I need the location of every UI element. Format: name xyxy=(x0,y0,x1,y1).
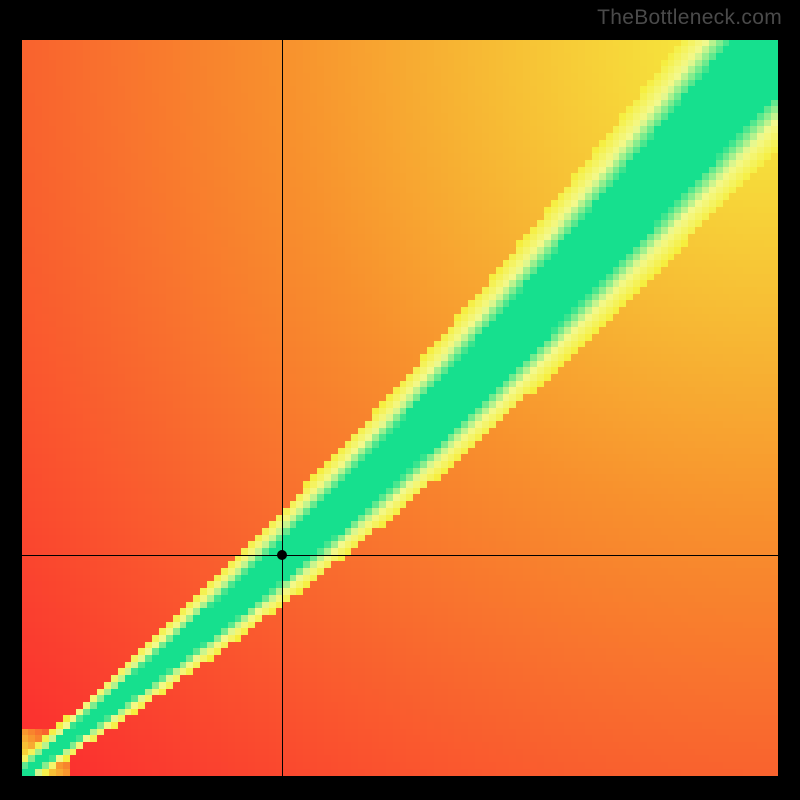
heatmap-plot xyxy=(22,40,778,776)
watermark-text: TheBottleneck.com xyxy=(597,6,782,30)
figure-container: TheBottleneck.com xyxy=(0,0,800,800)
crosshair-horizontal xyxy=(22,555,778,556)
crosshair-vertical xyxy=(282,40,283,776)
heatmap-canvas xyxy=(22,40,778,776)
